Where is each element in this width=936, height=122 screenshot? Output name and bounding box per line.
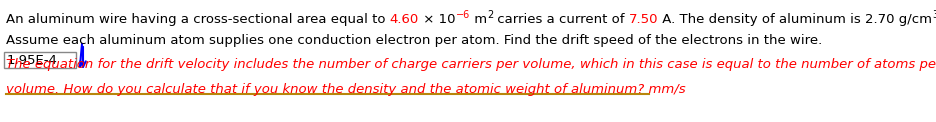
Text: A. The density of aluminum is 2.70 g/cm: A. The density of aluminum is 2.70 g/cm <box>658 13 931 26</box>
Text: The equation for the drift velocity includes the number of charge carriers per v: The equation for the drift velocity incl… <box>6 58 936 71</box>
Text: 7.50: 7.50 <box>628 13 658 26</box>
Bar <box>4 52 76 68</box>
Text: volume. How do you calculate that if you know the density and the atomic weight : volume. How do you calculate that if you… <box>6 83 685 96</box>
Text: 4.60: 4.60 <box>389 13 418 26</box>
Text: 1.95E-4: 1.95E-4 <box>7 54 58 67</box>
Text: 3: 3 <box>931 10 936 20</box>
Text: carries a current of: carries a current of <box>492 13 628 26</box>
Text: m: m <box>469 13 487 26</box>
Text: × 10: × 10 <box>418 13 455 26</box>
Text: 2: 2 <box>487 10 492 20</box>
Text: −6: −6 <box>455 10 469 20</box>
Text: An aluminum wire having a cross-sectional area equal to: An aluminum wire having a cross-sectiona… <box>6 13 389 26</box>
Text: Assume each aluminum atom supplies one conduction electron per atom. Find the dr: Assume each aluminum atom supplies one c… <box>6 34 822 47</box>
